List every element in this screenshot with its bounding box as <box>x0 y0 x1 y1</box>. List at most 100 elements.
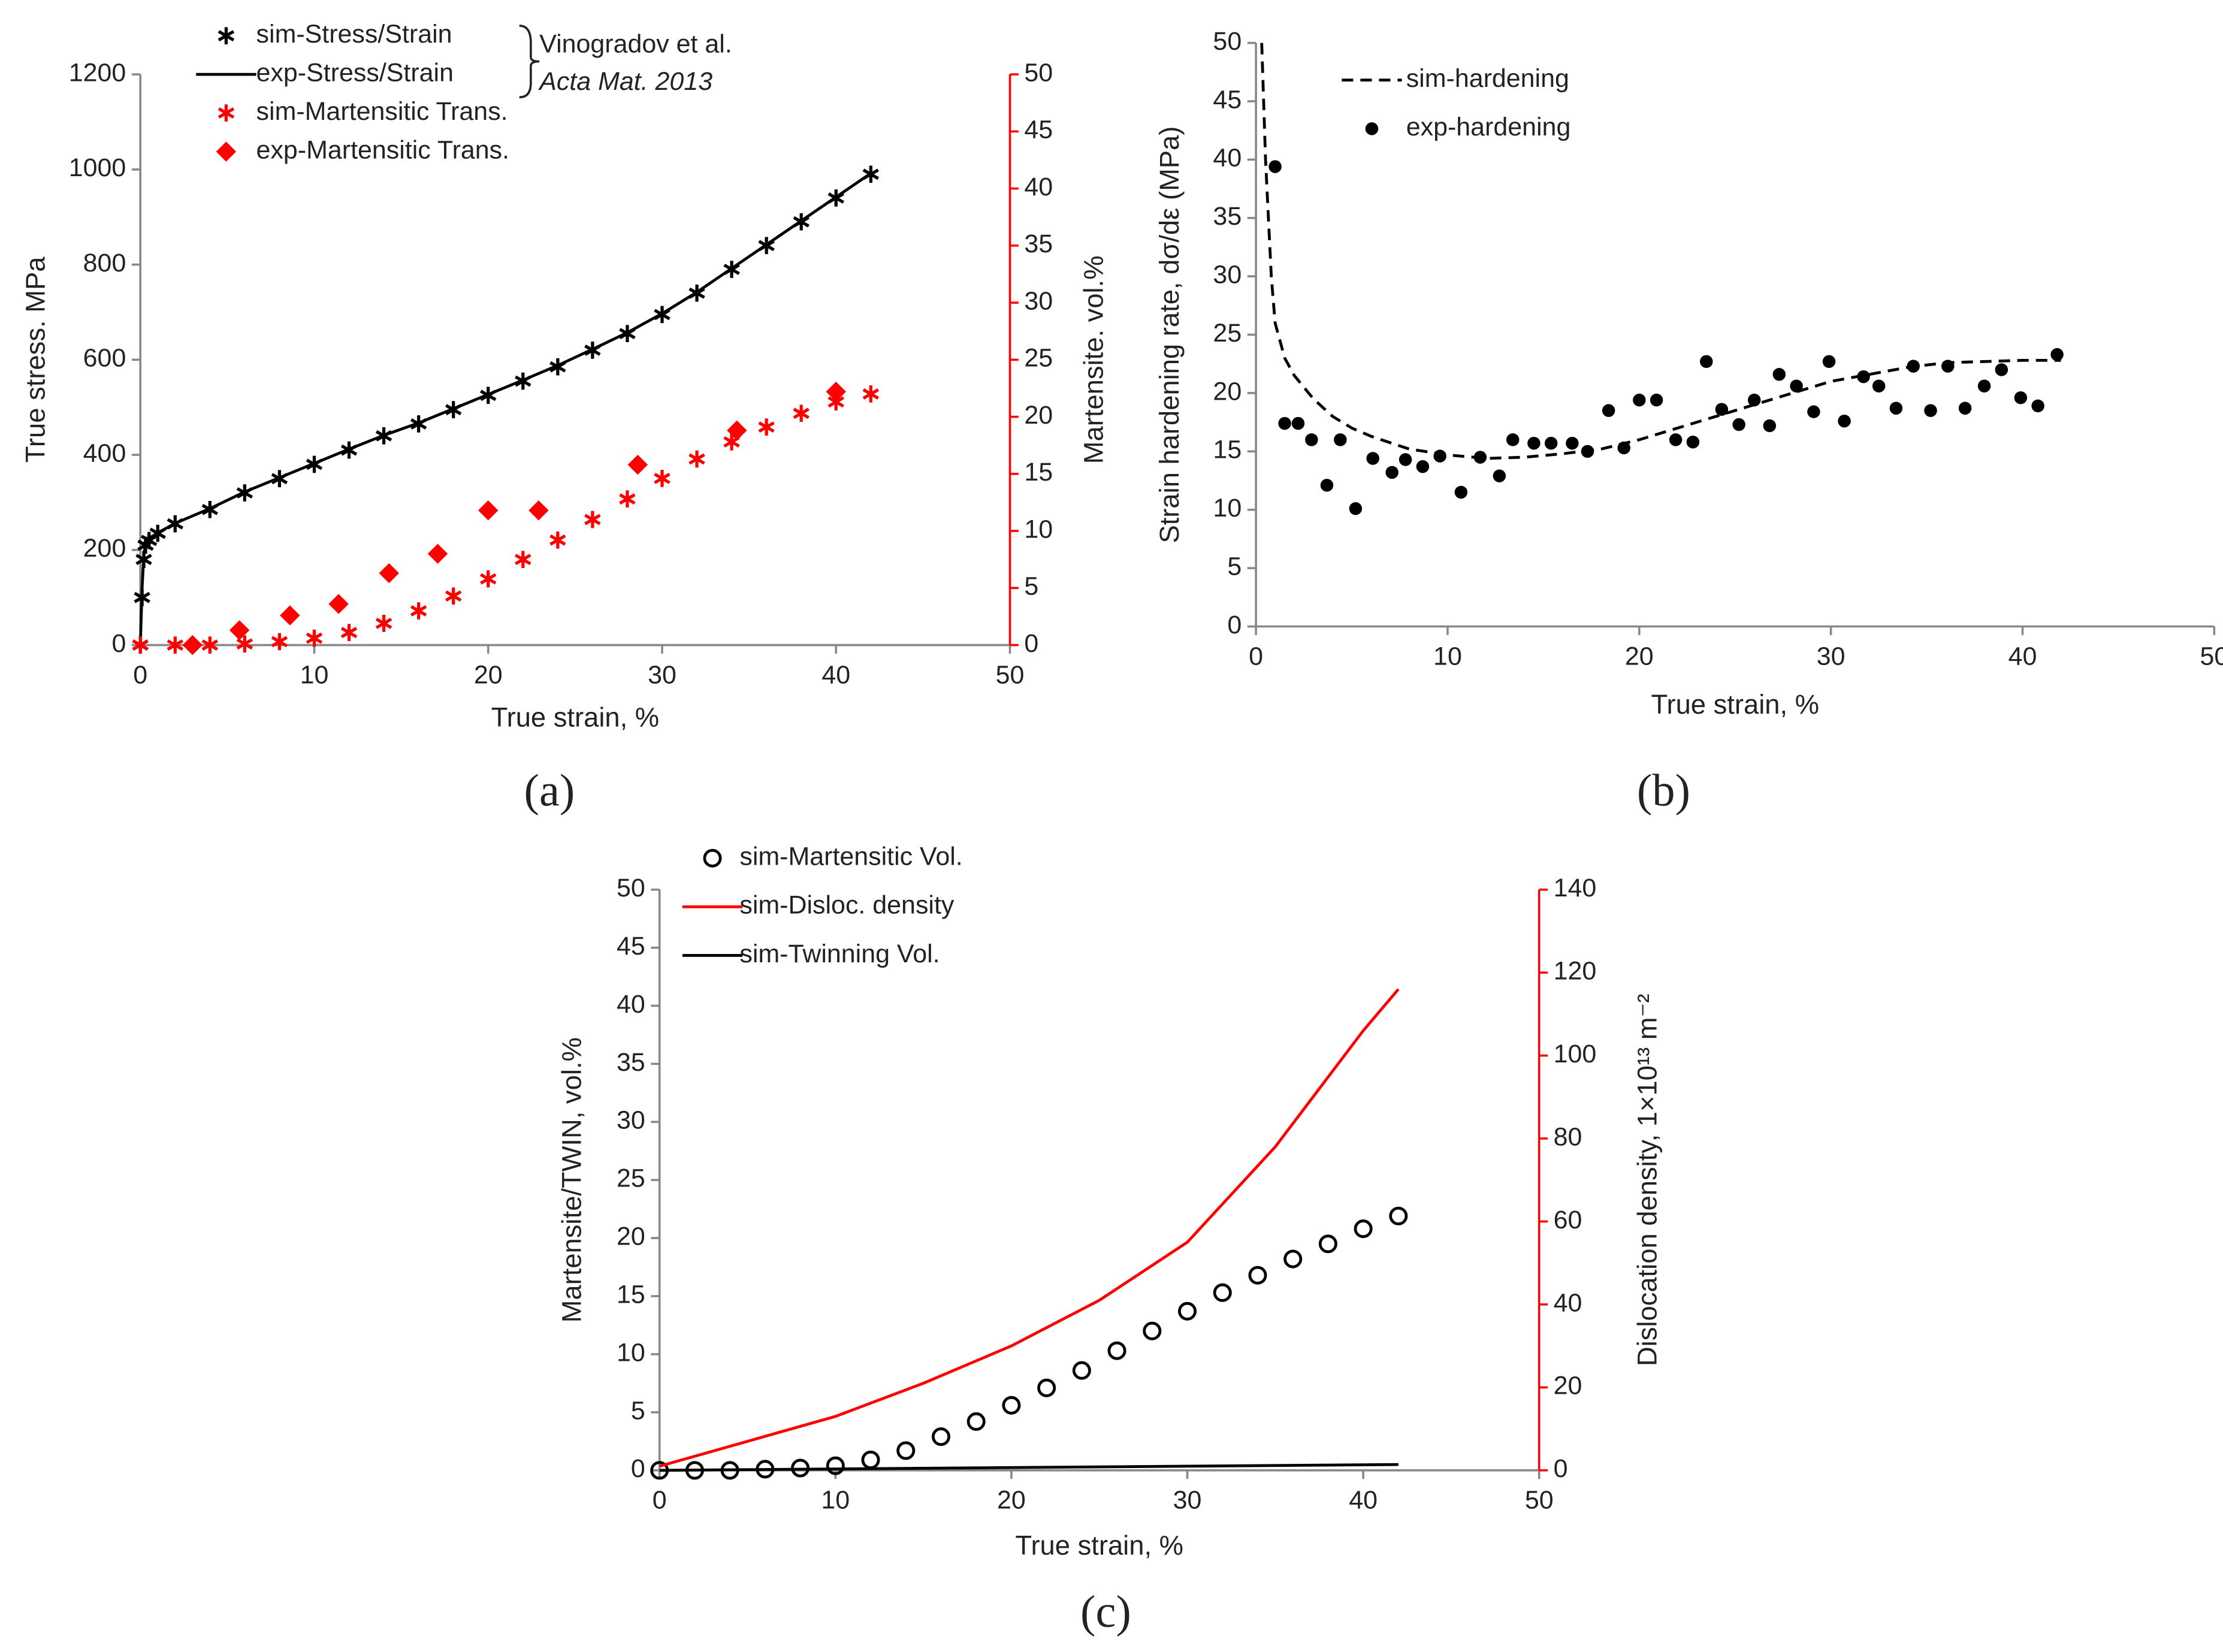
dot-marker <box>1268 160 1282 173</box>
star-marker <box>375 615 392 632</box>
diamond-marker <box>229 620 250 641</box>
dot-marker <box>1544 436 1558 450</box>
dot-marker <box>2014 391 2028 404</box>
y2-tick-label: 20 <box>1024 401 1053 430</box>
dot-marker <box>1995 363 2008 376</box>
star-marker <box>654 470 670 487</box>
diamond-marker <box>280 605 300 626</box>
annotation-bracket <box>519 25 540 99</box>
star-marker <box>758 418 775 436</box>
y-tick-label: 20 <box>617 1222 645 1251</box>
dot-marker <box>1772 368 1786 381</box>
dot-marker <box>1669 433 1683 446</box>
circle-marker <box>1354 1219 1373 1239</box>
x-tick-label: 10 <box>1433 642 1462 671</box>
x-tick-label: 50 <box>2200 642 2223 671</box>
legend-marker <box>218 27 235 44</box>
diamond-marker <box>727 420 747 441</box>
x-tick-label: 50 <box>996 660 1025 689</box>
circle-marker <box>1177 1301 1197 1321</box>
y-tick-label: 35 <box>617 1048 645 1077</box>
y-tick-label: 35 <box>1213 202 1242 231</box>
diamond-marker <box>328 594 349 614</box>
dot-marker <box>1385 466 1399 479</box>
dot-marker <box>1349 502 1363 515</box>
circle-marker <box>896 1441 916 1460</box>
y-tick-label: 25 <box>617 1164 645 1193</box>
x-axis-label: True strain, % <box>491 702 660 733</box>
circle-marker <box>1143 1321 1162 1340</box>
y-tick-label: 50 <box>1213 27 1242 56</box>
dot-marker <box>1977 379 1991 393</box>
circle-marker <box>826 1456 845 1475</box>
star-marker <box>201 636 219 654</box>
series-line <box>138 172 872 645</box>
dot-marker <box>1433 449 1446 463</box>
circle-marker <box>966 1412 986 1431</box>
dot-marker <box>1581 445 1594 458</box>
dot-marker <box>1527 436 1541 450</box>
y-tick-label: 400 <box>83 439 126 467</box>
y-tick-label: 45 <box>1213 85 1242 114</box>
dot-marker <box>1650 393 1663 407</box>
x-tick-label: 30 <box>1173 1486 1202 1515</box>
y-tick-label: 25 <box>1213 319 1242 348</box>
y-tick-label: 30 <box>617 1106 645 1135</box>
dot-marker <box>1747 393 1761 407</box>
circle-marker <box>1318 1234 1337 1254</box>
y-axis-label: True stress. MPa <box>20 256 50 463</box>
dot-marker <box>1715 403 1729 416</box>
dot-marker <box>1872 379 1886 393</box>
y-tick-label: 40 <box>617 990 645 1019</box>
y2-tick-label: 80 <box>1554 1122 1582 1151</box>
y-tick-label: 0 <box>631 1454 645 1483</box>
x-tick-label: 30 <box>648 660 676 689</box>
y2-tick-label: 50 <box>1024 58 1053 87</box>
diamond-marker <box>478 500 499 521</box>
y-tick-label: 0 <box>111 629 126 658</box>
y-tick-label: 20 <box>1213 377 1242 406</box>
dot-marker <box>1454 485 1468 499</box>
star-marker <box>515 551 531 569</box>
legend-label: exp-Martensitic Trans. <box>256 135 510 164</box>
dot-marker <box>1493 469 1506 482</box>
star-marker <box>445 587 462 605</box>
star-marker <box>584 511 601 528</box>
x-tick-label: 20 <box>1625 642 1654 671</box>
dot-marker <box>1924 404 1937 417</box>
x-tick-label: 40 <box>1349 1486 1378 1515</box>
dot-marker <box>1473 451 1487 464</box>
y2-tick-label: 120 <box>1554 957 1597 986</box>
dot-marker <box>1763 419 1777 433</box>
y2-tick-label: 5 <box>1024 572 1038 601</box>
dot-marker <box>1617 441 1630 455</box>
star-marker <box>549 531 566 549</box>
dot-marker <box>1700 355 1713 369</box>
y-tick-label: 30 <box>1213 261 1242 289</box>
dot-marker <box>1334 433 1347 446</box>
star-marker <box>480 570 497 588</box>
circle-marker <box>931 1427 950 1446</box>
diamond-marker <box>528 500 549 521</box>
dot-marker <box>1506 433 1520 446</box>
dot-marker <box>1822 355 1836 369</box>
y2-tick-label: 0 <box>1024 629 1038 658</box>
series-line <box>659 988 1400 1468</box>
diamond-marker <box>627 454 648 475</box>
y2-tick-label: 60 <box>1554 1206 1582 1234</box>
x-tick-label: 10 <box>821 1486 850 1515</box>
y2-tick-label: 10 <box>1024 515 1053 543</box>
y-tick-label: 200 <box>83 534 126 563</box>
caption: (c) <box>1080 1586 1131 1637</box>
dot-marker <box>1291 416 1305 430</box>
dot-marker <box>1907 360 1920 373</box>
x-tick-label: 20 <box>474 660 503 689</box>
diamond-marker <box>379 563 400 584</box>
caption: (b) <box>1637 765 1690 816</box>
dot-marker <box>1857 370 1870 383</box>
x-axis-label: True strain, % <box>1015 1530 1183 1561</box>
legend-marker <box>1365 122 1379 135</box>
annotation: Acta Mat. 2013 <box>537 67 712 96</box>
y2-axis-label: Dislocation density, 1×10¹³ m⁻² <box>1632 993 1663 1366</box>
